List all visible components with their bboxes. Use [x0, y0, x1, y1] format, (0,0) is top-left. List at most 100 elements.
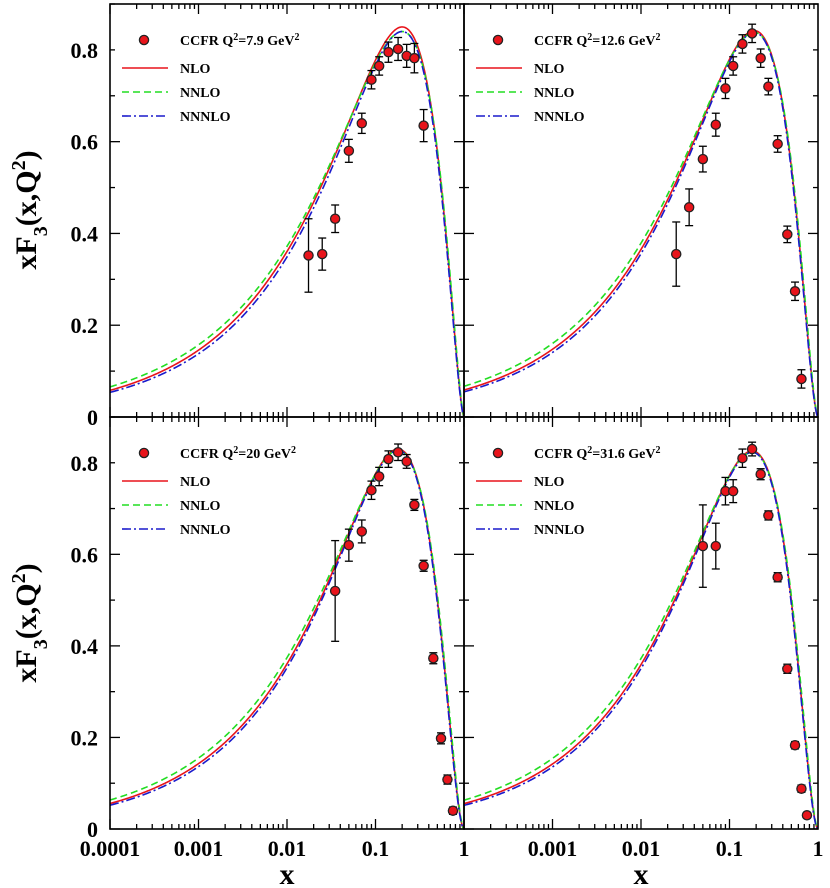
data-point — [772, 135, 783, 153]
legend-label-nnlo: NNLO — [180, 86, 221, 101]
data-point — [755, 48, 766, 68]
data-point — [392, 443, 404, 462]
data-marker — [755, 52, 766, 64]
legend-data-label: CCFR Q2=20 GeV2 — [180, 445, 296, 463]
theory-curves — [110, 26, 464, 417]
data-point — [746, 23, 758, 44]
data-marker — [392, 43, 404, 55]
data-marker — [343, 539, 355, 551]
data-point — [418, 559, 429, 572]
data-marker — [356, 526, 368, 537]
data-point — [329, 539, 341, 642]
data-points — [303, 36, 429, 293]
data-point — [435, 732, 447, 745]
data-marker — [383, 46, 394, 58]
curve-nnlo — [464, 31, 818, 417]
data-point — [343, 138, 355, 163]
panel-3: CCFR Q2=20 GeV2 NLO NNLO NNNLO — [109, 416, 465, 830]
panel-1: CCFR Q2=7.9 GeV2 NLO NNLO NNNLO — [109, 3, 465, 418]
data-marker — [727, 485, 739, 497]
curve-nnlo — [464, 451, 818, 829]
data-point — [401, 453, 412, 469]
data-marker — [401, 456, 412, 467]
legend-label-nlo: NLO — [180, 62, 210, 77]
y-tick-label: 0.6 — [71, 542, 99, 567]
data-marker — [772, 571, 783, 583]
x-tick-label: 1 — [459, 836, 470, 861]
legend-label-nnnlo: NNNLO — [534, 523, 585, 538]
curve-nlo — [464, 29, 818, 417]
data-point — [789, 281, 801, 302]
data-points — [329, 443, 459, 816]
data-marker — [428, 652, 439, 664]
theory-curves — [464, 450, 818, 829]
legend-label-nnlo: NNLO — [534, 86, 575, 101]
data-marker — [409, 52, 420, 64]
legend-data-marker — [492, 447, 504, 459]
data-point — [737, 448, 748, 469]
curve-nlo — [110, 448, 464, 829]
legend-data-marker — [492, 34, 504, 46]
panel-frame — [109, 416, 465, 830]
data-marker — [737, 38, 748, 50]
legend: CCFR Q2=31.6 GeV2 NLO NNLO NNNLO — [476, 445, 660, 538]
data-point — [763, 510, 774, 521]
data-point — [720, 77, 731, 100]
data-point — [366, 480, 377, 501]
data-marker — [418, 560, 429, 572]
theory-curves — [110, 448, 464, 829]
data-marker — [303, 250, 314, 261]
data-marker — [418, 120, 429, 131]
data-point — [789, 739, 801, 751]
axis-ticks — [109, 416, 464, 830]
data-marker — [366, 74, 377, 85]
curve-nlo — [464, 450, 818, 829]
data-point — [383, 41, 394, 63]
data-marker — [697, 153, 709, 165]
data-point — [710, 112, 722, 137]
y-axis-title: xF3(x,Q2) — [8, 150, 52, 269]
theory-curves — [464, 29, 818, 417]
data-marker — [316, 248, 328, 260]
curve-nnlo — [110, 449, 464, 829]
data-point — [356, 112, 368, 135]
legend-label-nnnlo: NNNLO — [534, 110, 585, 125]
curve-nnlo — [110, 30, 464, 417]
data-point — [343, 528, 355, 562]
data-point — [428, 652, 439, 665]
x-axis-title: x — [280, 858, 295, 888]
x-tick-label: 0.001 — [528, 836, 578, 861]
data-point — [697, 145, 709, 173]
data-point — [409, 498, 420, 512]
x-tick-label: 0.01 — [622, 836, 661, 861]
data-marker — [373, 60, 385, 72]
data-marker — [796, 373, 807, 385]
y-tick-label: 0.6 — [71, 130, 99, 155]
data-marker — [435, 733, 447, 744]
data-point — [401, 43, 412, 68]
legend: CCFR Q2=20 GeV2 NLO NNLO NNNLO — [122, 445, 296, 538]
x-tick-label: 1 — [813, 836, 824, 861]
data-point — [697, 504, 709, 588]
legend-data-marker — [138, 447, 150, 459]
data-point — [373, 466, 385, 487]
data-marker — [710, 119, 722, 130]
data-point — [303, 218, 314, 293]
y-tick-label: 0.2 — [71, 725, 99, 750]
data-point — [763, 77, 774, 96]
data-point — [683, 188, 695, 227]
data-point — [442, 774, 453, 785]
data-marker — [329, 585, 341, 597]
data-point — [373, 56, 385, 76]
y-tick-label: 0 — [87, 405, 98, 430]
legend-label-nlo: NLO — [180, 475, 210, 490]
panel-frame — [463, 416, 819, 830]
data-marker — [746, 443, 758, 455]
y-tick-label: 0.8 — [71, 38, 99, 63]
x-tick-label: 0.001 — [174, 836, 224, 861]
data-point — [392, 36, 404, 62]
legend: CCFR Q2=12.6 GeV2 NLO NNLO NNNLO — [476, 32, 660, 125]
legend-data-label: CCFR Q2=12.6 GeV2 — [534, 32, 660, 50]
data-point — [727, 479, 739, 504]
